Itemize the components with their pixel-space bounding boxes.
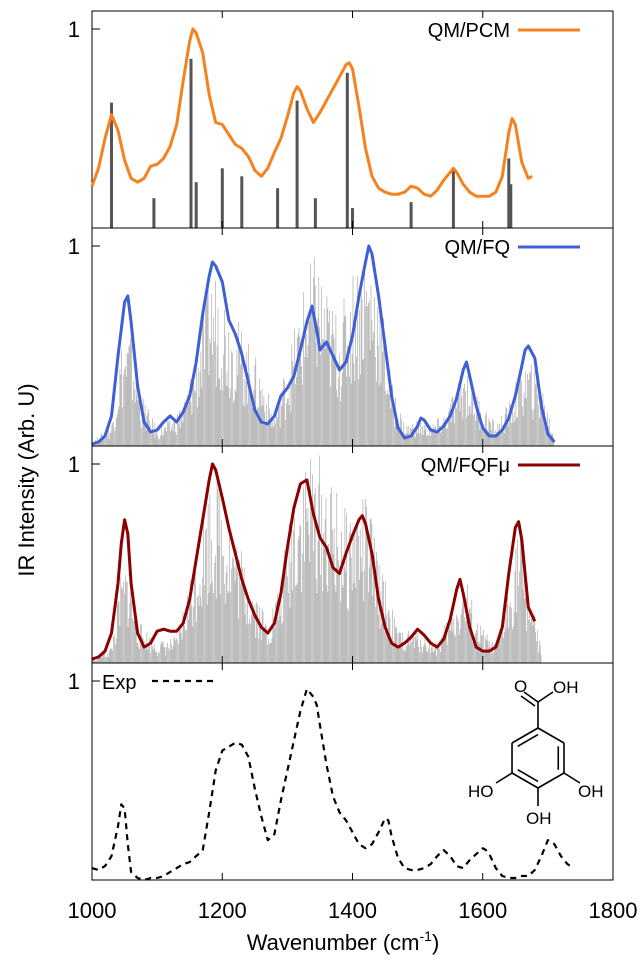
transition-stick bbox=[451, 170, 455, 228]
y-tick-label: 1 bbox=[68, 452, 80, 477]
carbonyl-bond bbox=[520, 695, 536, 707]
transition-stick bbox=[351, 208, 354, 228]
x-axis-label: Wavenumber (cm-1) bbox=[247, 928, 440, 955]
hydroxyl-bond bbox=[495, 772, 513, 784]
transition-stick bbox=[507, 158, 511, 228]
hydroxyl-bond bbox=[563, 772, 581, 784]
panel-third: 1 QM/FQFμ bbox=[68, 445, 614, 664]
x-tick-label: 1400 bbox=[328, 898, 377, 923]
x-axis-label-end: ) bbox=[432, 930, 439, 955]
atom-label-o: O bbox=[514, 677, 527, 696]
y-tick-label: 1 bbox=[68, 234, 80, 259]
y-tick-label: 1 bbox=[68, 17, 80, 42]
hydroxyl-bond bbox=[537, 691, 554, 703]
transition-stick bbox=[313, 198, 317, 228]
transition-stick bbox=[509, 184, 513, 228]
ring-bond bbox=[537, 727, 565, 744]
panel-second: 1 QM/FQ bbox=[68, 227, 614, 447]
x-tick-labels: 1000 1200 1400 1600 1800 bbox=[68, 898, 638, 923]
atom-label-oh: OH bbox=[553, 678, 579, 697]
series-line-second bbox=[91, 244, 556, 446]
ring-double-bond bbox=[517, 733, 539, 747]
transition-stick bbox=[194, 182, 198, 228]
transition-stick bbox=[295, 100, 299, 228]
ring-bond bbox=[511, 772, 539, 789]
y-axis-label: IR Intensity (Arb. U) bbox=[14, 383, 39, 576]
y-tick-label: 1 bbox=[68, 669, 80, 694]
legend-label: Exp bbox=[102, 672, 136, 694]
legend-label: QM/FQ bbox=[444, 237, 510, 259]
panel-frame bbox=[91, 662, 614, 881]
series-line-third bbox=[91, 462, 537, 661]
x-tick-label: 1200 bbox=[198, 898, 247, 923]
x-tick-label: 1800 bbox=[589, 898, 638, 923]
x-axis-label-sup: -1 bbox=[420, 928, 433, 944]
legend-label: QM/PCM bbox=[428, 20, 510, 42]
panels-group: 1 QM/PCM 1 QM/FQ 1 QM/FQFμ 1 Exp bbox=[68, 10, 614, 882]
transition-stick bbox=[110, 102, 113, 228]
transition-stick bbox=[152, 198, 156, 228]
ring-bond bbox=[537, 772, 565, 789]
panel-frame bbox=[91, 10, 614, 229]
ring-bond bbox=[511, 727, 539, 744]
panel-bottom: 1 Exp bbox=[68, 662, 614, 882]
x-tick-label: 1000 bbox=[68, 898, 117, 923]
grey-stick-spectrum bbox=[91, 455, 542, 663]
panel-top: 1 QM/PCM bbox=[68, 10, 614, 229]
series-line-top bbox=[90, 27, 533, 198]
transition-stick bbox=[345, 72, 349, 228]
transition-stick bbox=[240, 176, 244, 228]
transition-stick bbox=[409, 202, 413, 228]
carbonyl-bond bbox=[523, 691, 539, 703]
transition-stick bbox=[276, 188, 280, 228]
atom-label-oh: OH bbox=[578, 782, 604, 801]
transition-stick bbox=[189, 58, 193, 228]
x-axis-label-main: Wavenumber (cm bbox=[247, 930, 420, 955]
atom-label-ho: HO bbox=[468, 782, 494, 801]
x-tick-label: 1600 bbox=[458, 898, 507, 923]
atom-label-oh: OH bbox=[526, 809, 552, 828]
transition-stick bbox=[220, 168, 224, 228]
legend-label: QM/FQFμ bbox=[421, 455, 510, 477]
ring-double-bond bbox=[517, 769, 539, 783]
series-line-bottom bbox=[91, 687, 575, 882]
grey-stick-spectrum bbox=[92, 257, 555, 446]
gallic-acid-structure: O OH HO OH OH bbox=[468, 677, 603, 828]
